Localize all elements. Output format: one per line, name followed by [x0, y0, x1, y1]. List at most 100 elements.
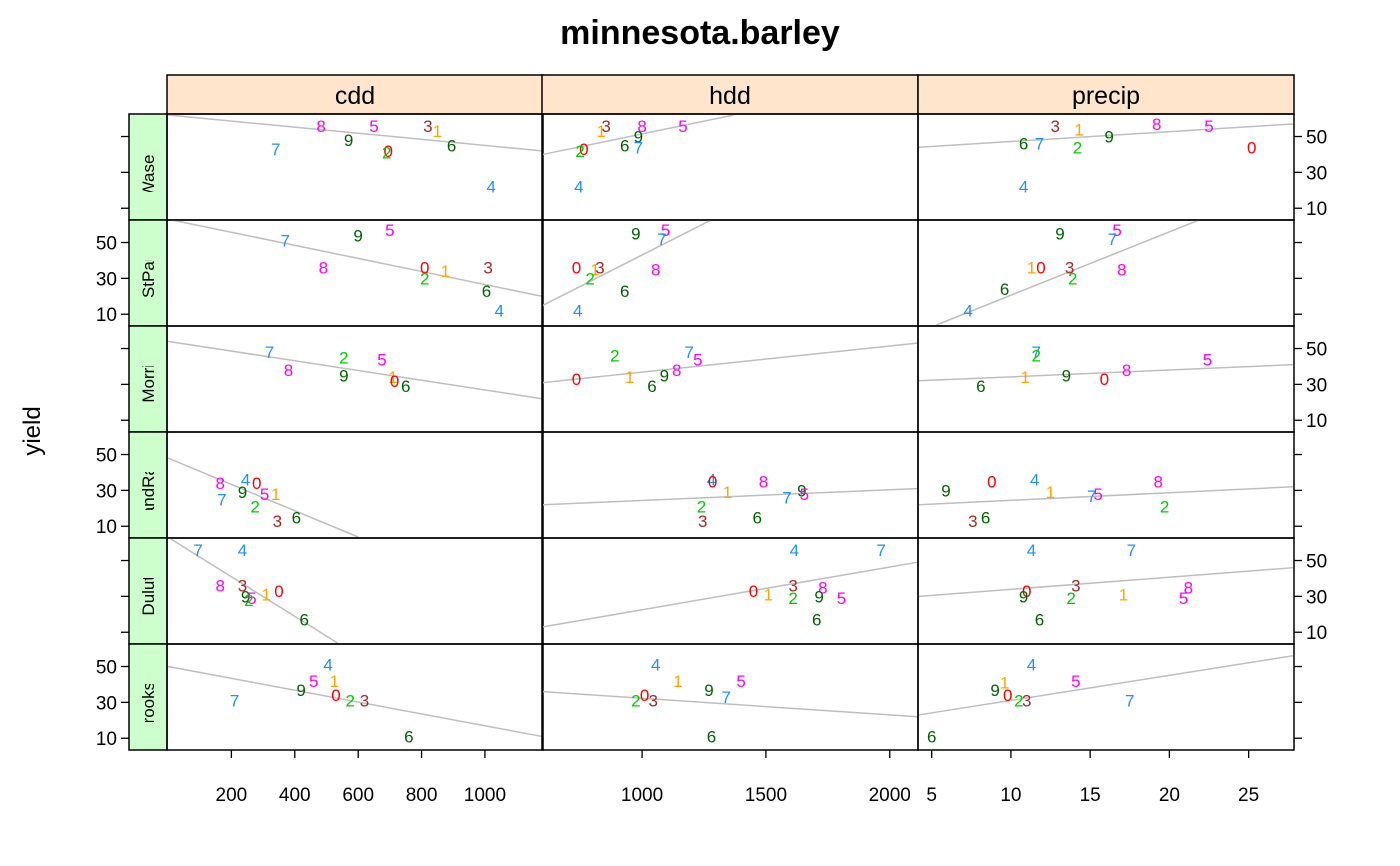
data-point-4: 4 [790, 541, 799, 560]
data-point-6: 6 [1035, 611, 1044, 630]
data-point-8: 8 [759, 472, 768, 491]
data-point-3: 3 [423, 117, 432, 136]
y-tick-label: 10 [96, 517, 117, 538]
data-point-2: 2 [631, 692, 640, 711]
strip-label-precip: precip [1072, 82, 1140, 110]
data-point-7: 7 [265, 343, 274, 362]
fit-line [918, 123, 1294, 149]
data-point-8: 8 [319, 259, 328, 278]
data-point-1: 1 [1027, 259, 1036, 278]
data-point-9: 9 [660, 366, 669, 385]
x-tick-label-hdd: 1000 [621, 785, 663, 806]
y-tick-label: 10 [1306, 199, 1327, 220]
fit-line [542, 487, 918, 506]
data-point-0: 0 [420, 259, 429, 278]
panel-waseca-cdd: 895 3 1 02 6 7 4 [167, 114, 543, 197]
data-point-6: 6 [1019, 135, 1028, 154]
data-point-7: 7 [1032, 343, 1041, 362]
data-point-9: 9 [634, 128, 643, 147]
data-point-4: 4 [487, 178, 496, 197]
data-point-2: 2 [420, 269, 429, 288]
strip-hdd [541, 74, 919, 115]
fit-line [542, 561, 918, 628]
data-point-3: 3 [648, 692, 657, 711]
x-tick-label-precip: 10 [1000, 785, 1021, 806]
data-point-3: 3 [1065, 259, 1074, 278]
data-point-6: 6 [404, 727, 413, 746]
x-tick-label-precip: 20 [1159, 785, 1180, 806]
data-point-5: 5 [260, 485, 269, 504]
data-point-7: 7 [782, 489, 791, 508]
data-point-9: 9 [941, 481, 950, 500]
y-tick-label: 10 [1306, 623, 1327, 644]
data-point-6: 6 [482, 282, 491, 301]
panel-border [917, 643, 1295, 751]
panel-duluth-hdd: 4 7 3 8 0 1 9 5 26 [542, 541, 918, 630]
data-point-5: 5 [377, 350, 386, 369]
data-point-3: 3 [1051, 117, 1060, 136]
data-point-0: 0 [708, 472, 717, 491]
data-point-7: 7 [684, 343, 693, 362]
data-point-0: 0 [1022, 582, 1031, 601]
data-point-3: 3 [273, 512, 282, 531]
data-point-1: 1 [441, 262, 450, 281]
data-point-6: 6 [300, 611, 309, 630]
data-point-1: 1 [625, 368, 634, 387]
fit-line [168, 220, 543, 298]
data-point-3: 3 [1022, 692, 1031, 711]
data-point-6: 6 [976, 377, 985, 396]
data-point-3: 3 [601, 117, 610, 136]
data-point-3: 3 [968, 512, 977, 531]
panel-duluth-precip: 4 7 3 8 0 1 9 5 2 6 [918, 541, 1294, 630]
panel-border [541, 537, 919, 645]
data-point-8: 8 [818, 578, 827, 597]
x-tick-label-cdd: 600 [342, 785, 374, 806]
data-point-6: 6 [292, 508, 301, 527]
panel-morris-hdd: 7 2 589 1 0 6 [542, 342, 918, 396]
panel-border [166, 113, 544, 221]
data-point-4: 4 [323, 656, 332, 675]
data-point-2: 2 [346, 692, 355, 711]
data-point-0: 0 [572, 370, 581, 389]
fit-line [167, 665, 543, 738]
data-point-0: 0 [640, 686, 649, 705]
data-point-4: 4 [651, 656, 660, 675]
fit-line [542, 114, 734, 156]
data-point-9: 9 [704, 681, 713, 700]
panel-stpaul-hdd: 9 57 0 13 8 2 6 4 [542, 220, 713, 321]
fit-line [167, 114, 543, 152]
data-point-9: 9 [990, 681, 999, 700]
data-point-8: 8 [637, 117, 646, 136]
data-point-0: 0 [579, 140, 588, 159]
data-point-3: 3 [1071, 577, 1080, 596]
data-point-6: 6 [707, 727, 716, 746]
data-point-9: 9 [1062, 366, 1071, 385]
data-point-1: 1 [262, 586, 271, 605]
data-point-1: 1 [1074, 120, 1083, 139]
x-tick-label-cdd: 800 [406, 785, 438, 806]
data-point-0: 0 [987, 472, 996, 491]
x-tick-label-cdd: 400 [279, 785, 311, 806]
data-point-0: 0 [274, 582, 283, 601]
data-point-7: 7 [657, 230, 666, 249]
row-strip-label-duluth: Duluth [139, 566, 158, 615]
x-tick-label-precip: 15 [1080, 785, 1101, 806]
data-point-7: 7 [217, 490, 226, 509]
row-strip-label-stpaul: StPaul [139, 248, 158, 298]
y-tick-label: 50 [1306, 340, 1327, 361]
data-point-4: 4 [707, 471, 716, 490]
data-point-0: 0 [1100, 370, 1109, 389]
panel-grandrapids-cdd: 48 09 5 1 7 2 63 [167, 457, 359, 538]
data-point-8: 8 [316, 117, 325, 136]
data-point-7: 7 [1035, 135, 1044, 154]
fit-line [167, 457, 359, 538]
data-point-2: 2 [339, 348, 348, 367]
data-point-8: 8 [284, 361, 293, 380]
data-point-1: 1 [596, 122, 605, 141]
panel-border [166, 325, 544, 433]
panel-border [917, 537, 1295, 645]
data-point-6: 6 [1000, 280, 1009, 299]
data-point-4: 4 [494, 302, 503, 321]
